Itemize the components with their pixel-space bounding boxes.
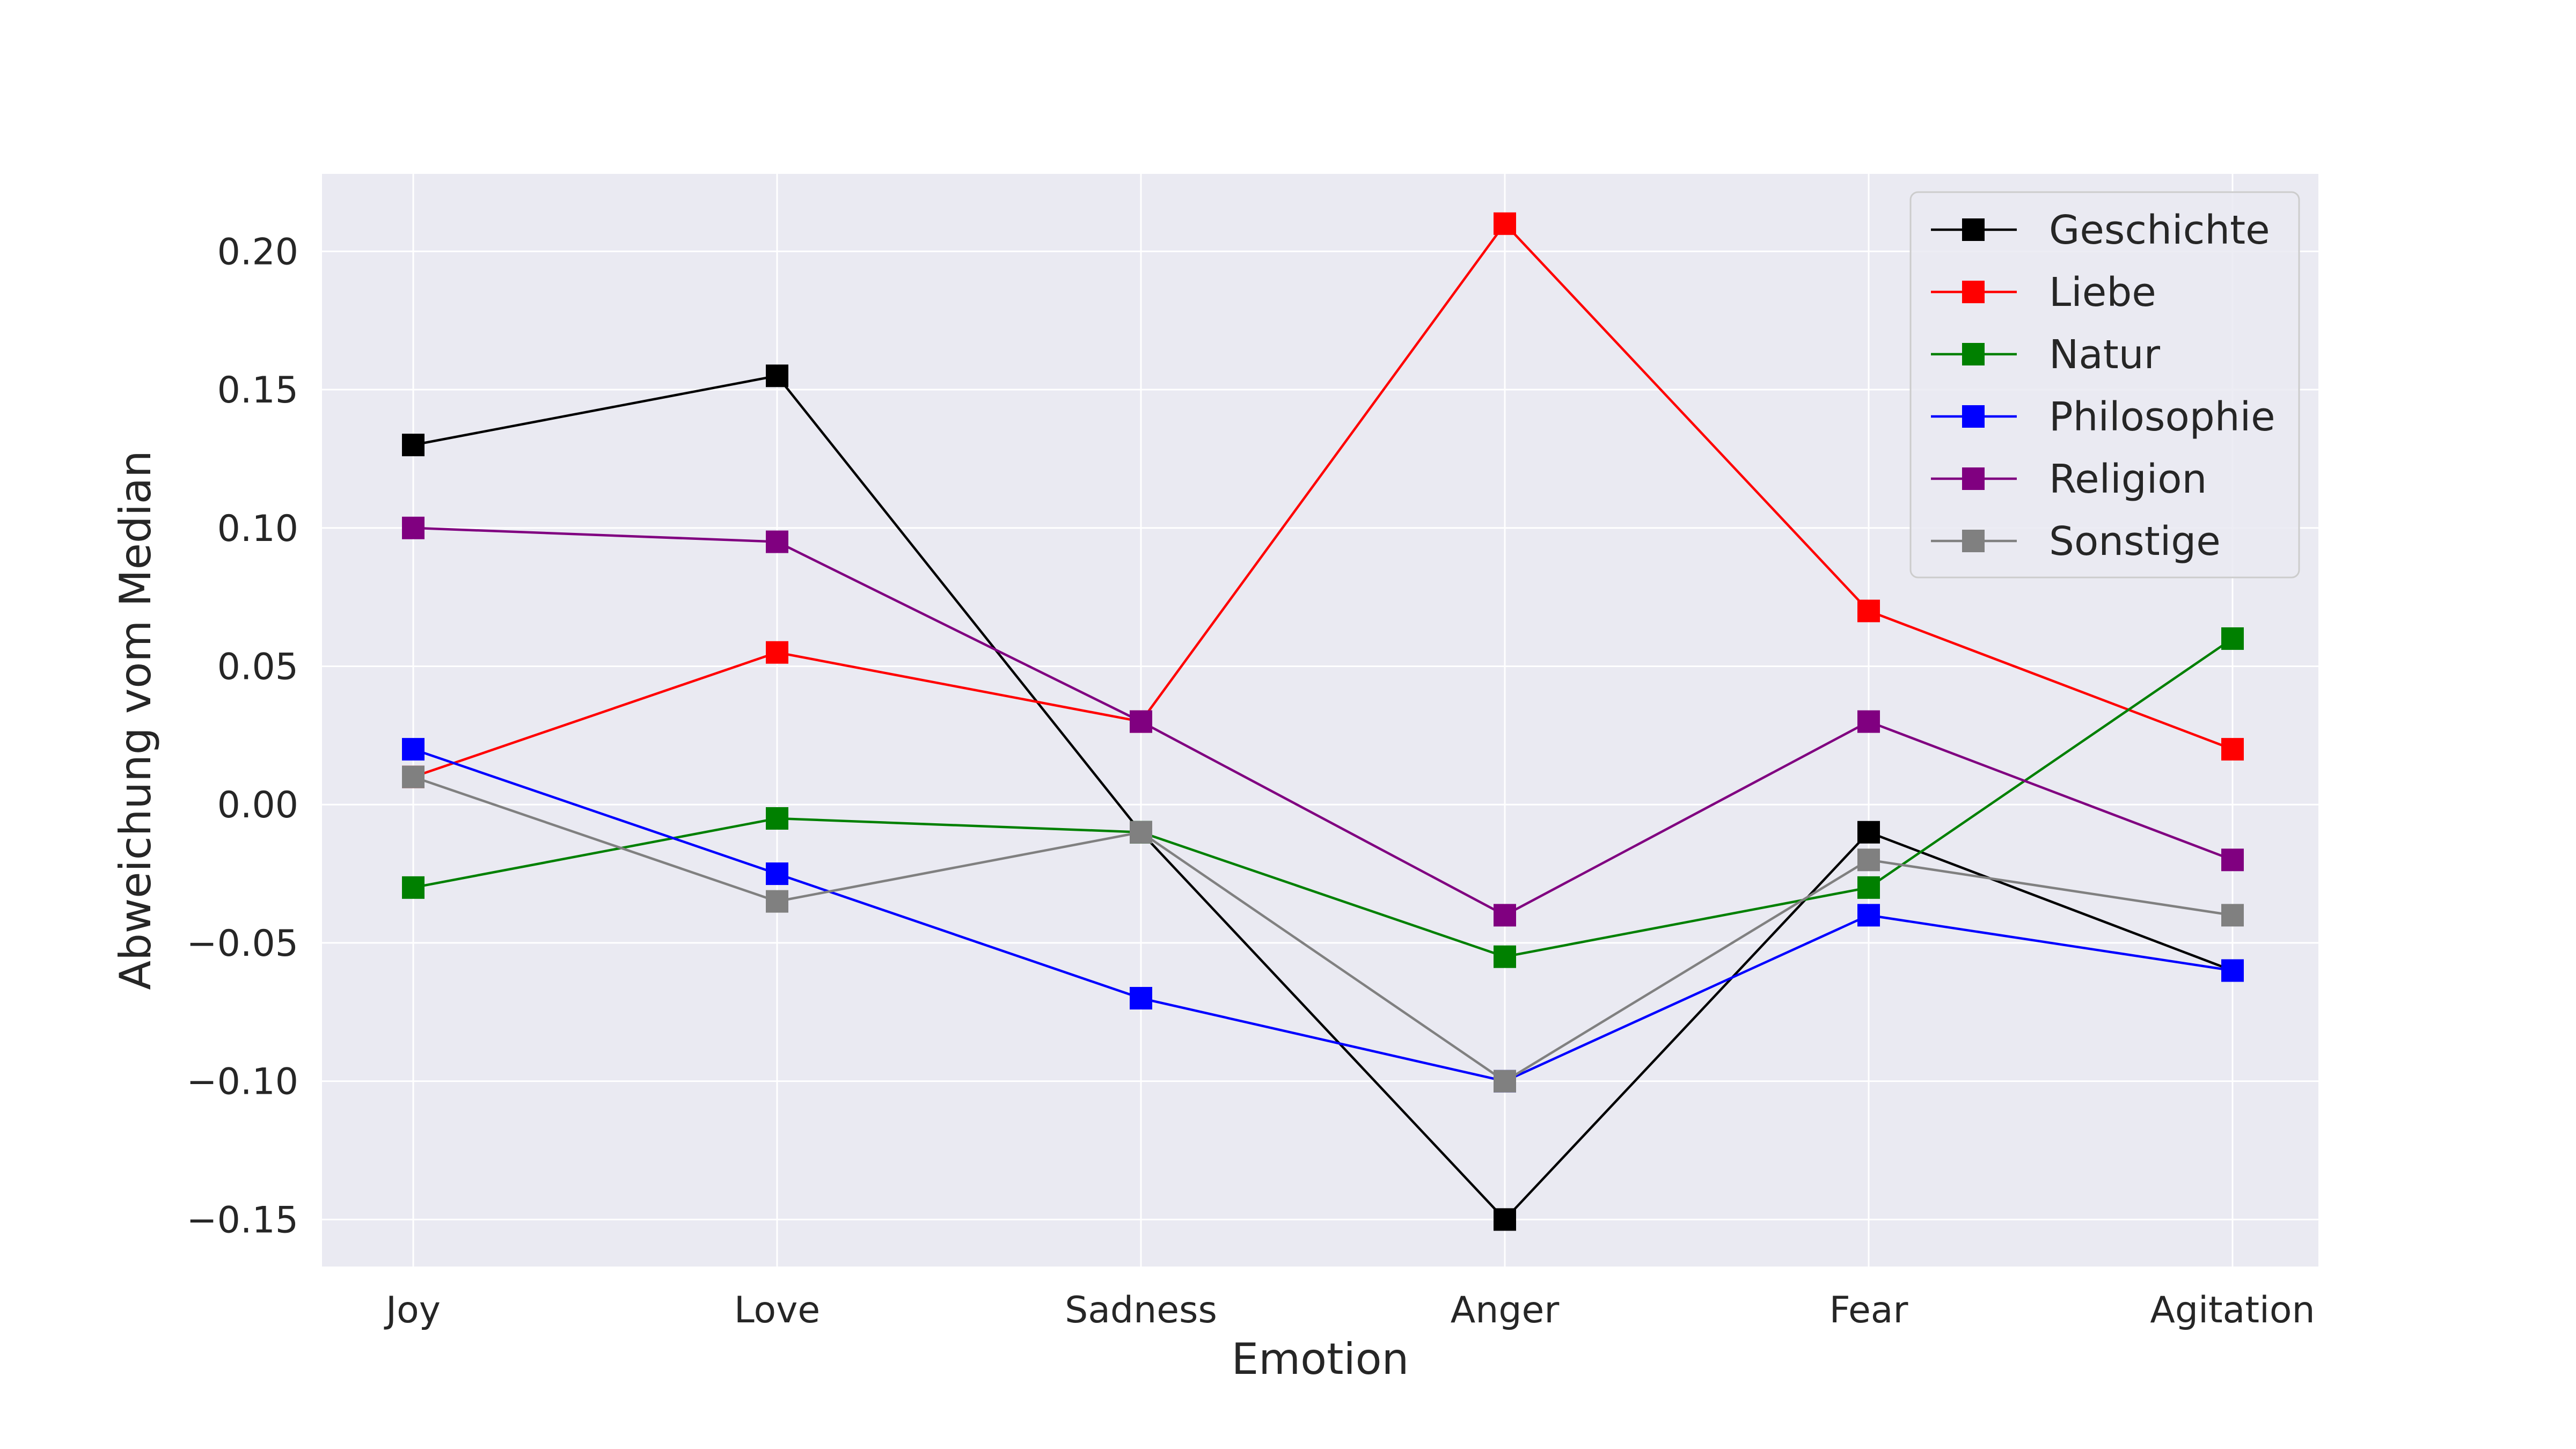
legend-box xyxy=(1909,191,2300,579)
data-point xyxy=(1857,821,1880,844)
data-point xyxy=(402,434,425,457)
x-axis-label: Emotion xyxy=(1232,1334,1409,1384)
legend-label: Religion xyxy=(2049,456,2207,502)
y-tick-label: 0.20 xyxy=(217,231,298,273)
y-tick-label: −0.15 xyxy=(187,1199,298,1241)
data-point xyxy=(2221,738,2244,761)
data-point xyxy=(1857,876,1880,899)
data-point xyxy=(402,876,425,899)
series-line xyxy=(413,638,2234,958)
series-line xyxy=(413,222,2233,778)
y-tick-label: 0.15 xyxy=(217,369,298,412)
y-axis-label: Abweichung vom Median xyxy=(111,450,160,990)
y-tick-label: 0.05 xyxy=(217,646,298,688)
y-tick-label: 0.10 xyxy=(217,508,298,550)
data-point xyxy=(2221,904,2244,927)
y-tick-label: 0.00 xyxy=(217,784,298,826)
data-point xyxy=(766,641,788,664)
data-point xyxy=(766,530,788,553)
series-lines xyxy=(413,222,2234,1221)
legend-marker xyxy=(1962,405,1985,428)
data-point xyxy=(1494,1070,1516,1093)
legend-marker xyxy=(1962,281,1985,303)
data-point xyxy=(1494,212,1516,235)
data-point xyxy=(1857,848,1880,872)
series-line xyxy=(413,375,2233,1221)
data-point xyxy=(1494,945,1516,968)
data-point xyxy=(402,516,425,539)
x-tick-label: Fear xyxy=(1829,1289,1908,1331)
legend-marker xyxy=(1962,218,1985,241)
data-point xyxy=(1130,710,1152,733)
series-line xyxy=(413,526,2233,917)
series-markers xyxy=(402,212,2244,1231)
legend-label: Philosophie xyxy=(2049,394,2275,440)
data-point xyxy=(1130,821,1152,844)
series-line xyxy=(413,775,2233,1082)
legend-marker xyxy=(1962,343,1985,365)
data-point xyxy=(1130,987,1152,1010)
data-point xyxy=(1494,904,1516,927)
legend: Geschichte Liebe Natur Philosophie Religion S… xyxy=(1909,191,2300,579)
x-tick-label: Sadness xyxy=(1065,1289,1217,1331)
x-tick-label: Agitation xyxy=(2150,1289,2315,1331)
data-point xyxy=(402,738,425,761)
series-line xyxy=(413,748,2233,1082)
data-point xyxy=(766,862,788,885)
data-point xyxy=(2221,848,2244,872)
legend-label: Natur xyxy=(2049,332,2161,378)
data-point xyxy=(766,364,788,387)
legend-label: Geschichte xyxy=(2049,207,2270,253)
data-point xyxy=(402,765,425,788)
x-tick-label: Joy xyxy=(384,1289,441,1331)
legend-label: Liebe xyxy=(2049,269,2156,316)
data-point xyxy=(1857,710,1880,733)
legend-marker xyxy=(1962,530,1985,552)
legend-marker xyxy=(1962,467,1985,490)
data-point xyxy=(2221,627,2244,650)
data-point xyxy=(766,890,788,913)
y-tick-label: −0.10 xyxy=(187,1061,298,1103)
y-tick-label: −0.05 xyxy=(187,923,298,965)
x-tick-label: Anger xyxy=(1451,1289,1560,1331)
x-tick-label: Love xyxy=(734,1289,820,1331)
y-tick-labels: −0.15 −0.10 −0.05 0.00 0.05 0.10 0.15 0.20 xyxy=(187,231,298,1241)
data-point xyxy=(2221,959,2244,982)
legend-label: Sonstige xyxy=(2049,518,2221,565)
data-point xyxy=(1494,1208,1516,1231)
data-point xyxy=(1857,599,1880,623)
data-point xyxy=(766,807,788,830)
data-point xyxy=(1857,904,1880,927)
x-tick-labels: Joy Love Sadness Anger Fear Agitation xyxy=(384,1289,2315,1331)
